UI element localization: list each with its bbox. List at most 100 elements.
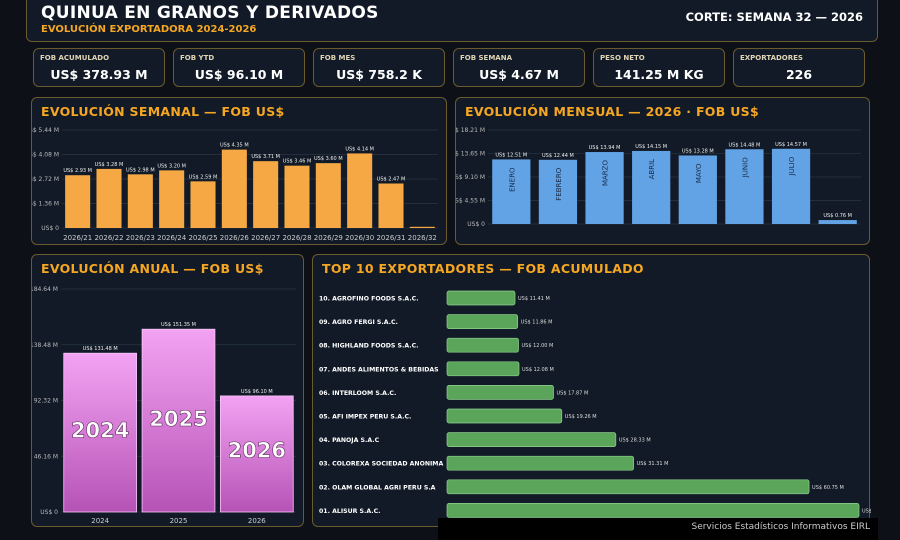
- annual-chart-panel: EVOLUCIÓN ANUAL — FOB US$ US$ 0 US$ 46.16…: [31, 254, 304, 527]
- exporter-name-label: 02. OLAM GLOBAL AGRI PERU S.A: [319, 484, 436, 491]
- kpi-value: US$ 4.67 M: [479, 67, 559, 82]
- bar: [63, 352, 137, 513]
- bar: [284, 165, 310, 228]
- y-tick-label: US$ 18.21 M: [456, 127, 485, 134]
- x-category-label: JUNIO: [741, 157, 749, 178]
- monthly-chart-title: EVOLUCIÓN MENSUAL — 2026 · FOB US$: [465, 104, 759, 119]
- bar: [378, 183, 404, 228]
- data-label: US$ 4.14 M: [345, 146, 374, 152]
- y-tick-label: US$ 4.08 M: [32, 152, 59, 159]
- x-tick-label: 2026/29: [314, 234, 343, 242]
- bar: [347, 153, 373, 228]
- data-label: US$ 28.33 M: [619, 438, 651, 444]
- bar: [446, 408, 563, 424]
- y-tick-label: US$ 5.44 M: [32, 127, 59, 134]
- bar: [96, 168, 122, 228]
- x-tick-label: 2026/28: [282, 234, 311, 242]
- kpi-fob-ytd: FOB YTD US$ 96.10 M: [173, 48, 305, 87]
- bar: [492, 159, 531, 224]
- x-category-label: MARZO: [602, 160, 610, 186]
- page-title: QUINUA EN GRANOS Y DERIVADOS: [41, 3, 379, 23]
- x-category-label: ENERO: [508, 167, 516, 192]
- y-tick-label: US$ 46.16 M: [32, 453, 58, 460]
- bar: [818, 220, 857, 224]
- kpi-value: US$ 378.93 M: [50, 67, 148, 82]
- bar: [65, 175, 91, 228]
- data-label: US$ 2.98 M: [126, 167, 155, 173]
- data-label: US$ 4.35 M: [220, 143, 249, 149]
- bar: [538, 159, 578, 224]
- x-category-label: JULIO: [788, 156, 796, 176]
- exporter-name-label: 08. HIGHLAND FOODS S.A.C.: [319, 343, 419, 350]
- bar: [446, 337, 519, 353]
- kpi-label: EXPORTADORES: [740, 54, 803, 62]
- x-tick-label: 2026/24: [157, 234, 187, 242]
- footer-bar: Servicios Estadísticos Informativos EIRL: [438, 518, 878, 540]
- annual-chart-title: EVOLUCIÓN ANUAL — FOB US$: [41, 261, 264, 276]
- bar: [725, 149, 764, 224]
- y-tick-label: US$ 2.72 M: [32, 176, 59, 183]
- y-tick-label: US$ 138.48 M: [32, 342, 58, 349]
- x-tick-label: 2026/25: [188, 234, 217, 242]
- bar: [446, 385, 554, 400]
- data-label: US$ 2.59 M: [189, 174, 218, 180]
- bar-year-label: 2025: [149, 407, 207, 431]
- exporter-name-label: 06. INTERLOOM S.A.C.: [319, 390, 396, 397]
- bar: [632, 150, 671, 224]
- y-tick-label: US$ 13.65 M: [456, 151, 485, 158]
- data-label: US$ 0.76 M: [823, 213, 852, 219]
- kpi-fob-mes: FOB MES US$ 758.2 K: [313, 48, 445, 87]
- data-label: US$ 2.47 M: [377, 177, 406, 183]
- exporter-name-label: 05. AFI IMPEX PERU S.A.C.: [319, 414, 411, 421]
- kpi-value: US$ 758.2 K: [336, 67, 422, 82]
- y-tick-label: US$ 1.36 M: [32, 201, 59, 208]
- bar: [771, 148, 811, 224]
- kpi-label: FOB SEMANA: [460, 54, 512, 62]
- bar: [127, 174, 153, 228]
- bar: [221, 149, 247, 228]
- x-category-label: MAYO: [695, 163, 703, 183]
- y-tick-label: US$ 0: [41, 225, 59, 232]
- x-tick-label: 2026/31: [376, 234, 405, 242]
- exporter-name-label: 03. COLOREXA SOCIEDAD ANONIMA: [319, 461, 443, 468]
- data-label: US$ 96.10 M: [241, 389, 273, 395]
- x-tick-label: 2024: [91, 517, 109, 525]
- x-category-label: FEBRERO: [555, 167, 563, 200]
- y-tick-label: US$ 92.32 M: [32, 398, 58, 405]
- kpi-fob-semana: FOB SEMANA US$ 4.67 M: [453, 48, 585, 87]
- bar-year-label: 2024: [71, 418, 129, 442]
- data-label: US$ 14.15 M: [635, 144, 667, 150]
- exporter-name-label: 01. ALISUR S.A.C.: [319, 508, 381, 515]
- data-label: US$ 13.28 M: [682, 148, 714, 154]
- data-label: US$ 131.48 M: [83, 346, 118, 352]
- data-label: US$ 12.51 M: [495, 152, 527, 158]
- exporter-name-label: 04. PANOJA S.A.C: [319, 437, 380, 444]
- exporter-name-label: 09. AGRO FERGI S.A.C.: [319, 319, 398, 326]
- bar: [315, 163, 341, 228]
- kpi-value: US$ 96.10 M: [194, 67, 284, 82]
- data-label: US$ 3.71 M: [251, 154, 280, 160]
- bar: [678, 155, 717, 224]
- cutoff-label: CORTE: SEMANA 32 — 2026: [685, 10, 863, 24]
- bar-year-label: 2026: [228, 438, 286, 462]
- kpi-exportadores: EXPORTADORES 226: [733, 48, 865, 87]
- x-tick-label: 2026/23: [126, 234, 155, 242]
- bar: [141, 328, 216, 513]
- kpi-fob-acumulado: FOB ACUMULADO US$ 378.93 M: [33, 48, 165, 87]
- monthly-chart: US$ 0 US$ 4.55 M US$ 9.10 M US$ 13.65 M US$ …: [456, 127, 861, 228]
- weekly-chart-title: EVOLUCIÓN SEMANAL — FOB US$: [41, 104, 285, 119]
- bar: [253, 161, 279, 228]
- data-label: US$ 19.26 M: [565, 414, 597, 420]
- x-tick-label: 2025: [170, 517, 188, 525]
- y-tick-label: US$ 0: [467, 221, 485, 228]
- data-label: US$ 13.94 M: [589, 145, 621, 151]
- data-label: US$ 17.87 M: [557, 390, 589, 396]
- exporter-name-label: 10. AGROFINO FOODS S.A.C.: [319, 296, 419, 303]
- y-tick-label: US$ 184.64 M: [32, 286, 58, 293]
- top10-chart-panel: TOP 10 EXPORTADORES — FOB ACUMULADO 10. …: [312, 254, 871, 527]
- kpi-label: FOB YTD: [180, 54, 215, 62]
- annual-chart: US$ 0 US$ 46.16 M US$ 92.32 M US$ 138.48 M U…: [32, 286, 296, 525]
- y-tick-label: US$ 9.10 M: [456, 174, 485, 181]
- data-label: US$ 11.86 M: [521, 320, 553, 326]
- data-label: US$ 60.75 M: [812, 485, 844, 491]
